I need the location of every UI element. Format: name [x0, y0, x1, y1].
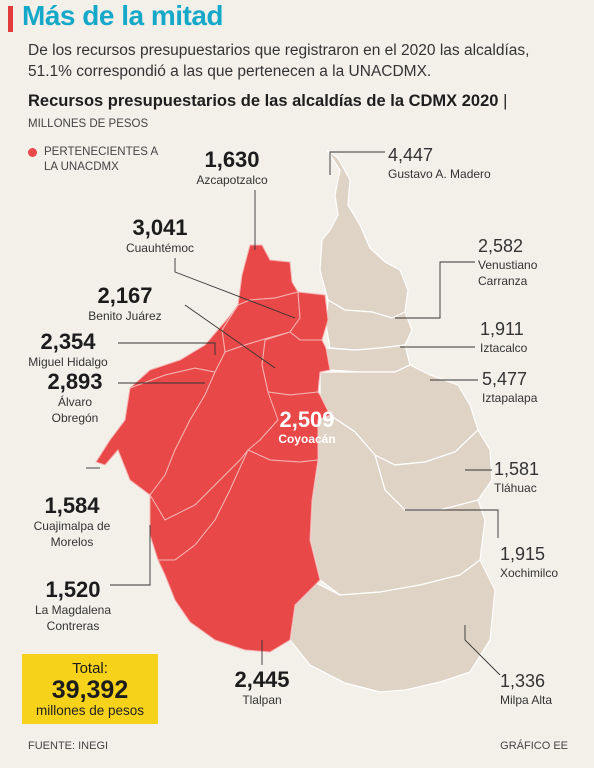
- label-iztacalco: 1,911 Iztacalco: [480, 318, 570, 356]
- region-west-edge: [129, 304, 239, 389]
- value-xochimilco: 1,915: [500, 544, 546, 564]
- value-alvaro-obregon: 2,893: [47, 369, 103, 394]
- name-benito-juarez: Benito Juárez: [88, 309, 162, 323]
- label-magdalena: 1,520 La Magdalena Contreras: [18, 578, 128, 634]
- page-subtitle: De los recursos presupuestarios que regi…: [28, 42, 530, 80]
- value-milpa-alta: 1,336: [500, 671, 546, 691]
- region-tlalpan: [157, 449, 321, 653]
- label-benito-juarez: 2,167 Benito Juárez: [70, 284, 180, 324]
- value-iztapalapa: 5,477: [482, 369, 528, 389]
- label-tlahuac: 1,581 Tláhuac: [494, 458, 574, 496]
- title-accent-bar: [8, 6, 13, 32]
- total-value: 39,392: [51, 676, 129, 704]
- value-coyoacan: 2,509: [279, 407, 335, 432]
- credit-note: GRÁFICO EE: [500, 740, 568, 752]
- leader-venustiano: [395, 261, 475, 319]
- leader-milpa-alta: [464, 625, 501, 676]
- label-venustiano: 2,582 Venustiano Carranza: [478, 235, 568, 289]
- leader-magdalena: [110, 525, 151, 586]
- map-region-other: [289, 149, 496, 693]
- name-xochimilco: Xochimilco: [500, 566, 559, 580]
- name-tlahuac: Tláhuac: [494, 481, 537, 495]
- leader-miguel-hidalgo: [118, 342, 216, 355]
- label-cuajimalpa: 1,584 Cuajimalpa de Morelos: [16, 494, 128, 550]
- legend: PERTENECIENTES A LA UNACDMX: [28, 145, 174, 175]
- total-unit: millones de pesos: [35, 703, 145, 718]
- region-venustiano-carranza: [325, 298, 413, 351]
- name-venustiano-1: Venustiano: [478, 258, 538, 272]
- value-tlahuac: 1,581: [494, 459, 540, 479]
- name-tlalpan: Tlalpan: [242, 693, 282, 707]
- label-iztapalapa: 5,477 Iztapalapa: [482, 368, 572, 406]
- label-coyoacan: 2,509 Coyoacán: [262, 407, 352, 447]
- label-milpa-alta: 1,336 Milpa Alta: [500, 670, 580, 708]
- value-azcapotzalco: 1,630: [204, 147, 260, 172]
- region-milpa-alta: [289, 559, 496, 693]
- value-miguel-hidalgo: 2,354: [40, 329, 96, 354]
- label-xochimilco: 1,915 Xochimilco: [500, 543, 580, 581]
- label-azcapotzalco: 1,630 Azcapotzalco: [182, 148, 282, 188]
- chart-title-text: Recursos presupuestarios de las alcaldía…: [28, 92, 499, 110]
- page-title: Más de la mitad: [22, 0, 224, 31]
- leader-benito-juarez: [184, 304, 276, 369]
- source-note: FUENTE: INEGI: [28, 740, 109, 752]
- label-miguel-hidalgo: 2,354 Miguel Hidalgo: [18, 330, 118, 370]
- label-gustavo-madero: 4,447 Gustavo A. Madero: [388, 144, 518, 182]
- name-milpa-alta: Milpa Alta: [500, 693, 553, 707]
- value-gustavo-madero: 4,447: [388, 145, 434, 165]
- leader-xochimilco: [405, 509, 499, 538]
- label-tlalpan: 2,445 Tlalpan: [220, 668, 304, 708]
- region-iztacalco: [325, 344, 411, 373]
- value-cuajimalpa: 1,584: [44, 493, 100, 518]
- label-alvaro-obregon: 2,893 Álvaro Obregón: [30, 370, 120, 426]
- name-magdalena-2: Contreras: [46, 619, 100, 633]
- value-magdalena: 1,520: [45, 577, 101, 602]
- value-tlalpan: 2,445: [234, 667, 290, 692]
- chart-units: MILLONES DE PESOS: [28, 118, 149, 130]
- legend-swatch-unacdmx: [28, 148, 37, 157]
- name-cuajimalpa-1: Cuajimalpa de: [33, 519, 111, 533]
- name-iztapalapa: Iztapalapa: [482, 391, 538, 405]
- name-magdalena-1: La Magdalena: [34, 603, 112, 617]
- legend-label-unacdmx: PERTENECIENTES A LA UNACDMX: [44, 146, 158, 173]
- name-alvaro-obregon-1: Álvaro: [57, 395, 92, 409]
- chart-title-separator: |: [503, 92, 508, 110]
- leader-lines: [86, 151, 501, 676]
- name-cuajimalpa-2: Morelos: [50, 535, 94, 549]
- chart-title: Recursos presupuestarios de las alcaldía…: [28, 92, 507, 111]
- name-alvaro-obregon-2: Obregón: [51, 411, 99, 425]
- name-azcapotzalco: Azcapotzalco: [196, 173, 268, 187]
- value-cuauhtemoc: 3,041: [132, 215, 188, 240]
- total-box: Total: 39,392 millones de pesos: [22, 654, 158, 724]
- name-gustavo-madero: Gustavo A. Madero: [388, 167, 491, 181]
- label-cuauhtemoc: 3,041 Cuauhtémoc: [110, 216, 210, 256]
- leader-gustavo-madero: [329, 151, 385, 175]
- map-region-unacdmx: [95, 244, 331, 653]
- name-iztacalco: Iztacalco: [480, 341, 528, 355]
- name-cuauhtemoc: Cuauhtémoc: [125, 241, 195, 255]
- name-coyoacan: Coyoacán: [278, 432, 336, 446]
- name-miguel-hidalgo: Miguel Hidalgo: [28, 355, 108, 369]
- value-iztacalco: 1,911: [480, 319, 524, 339]
- value-venustiano: 2,582: [478, 236, 524, 256]
- total-label: Total:: [72, 660, 108, 677]
- name-venustiano-2: Carranza: [478, 274, 528, 288]
- value-benito-juarez: 2,167: [97, 283, 153, 308]
- leader-cuauhtemoc: [174, 258, 296, 319]
